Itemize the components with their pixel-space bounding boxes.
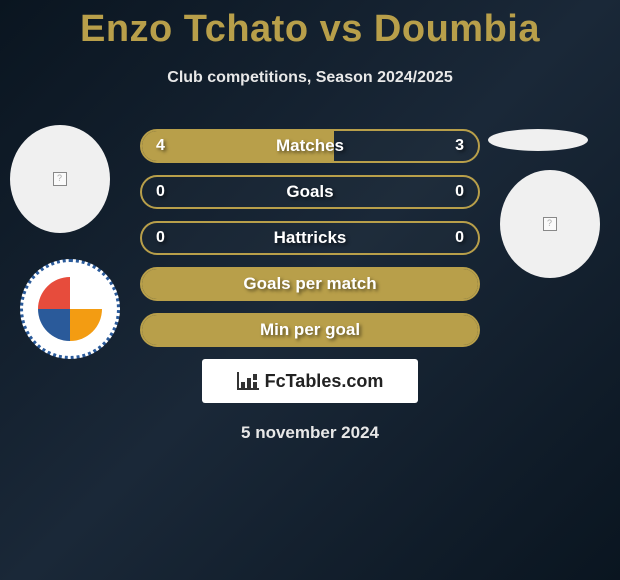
comparison-subtitle: Club competitions, Season 2024/2025 [0,69,620,87]
stats-bars: 4 Matches 3 0 Goals 0 0 Hattricks 0 Goal… [140,125,480,347]
source-logo: FcTables.com [202,359,418,403]
source-logo-text: FcTables.com [265,371,384,392]
image-placeholder-icon [53,172,67,186]
stat-bar-min-per-goal: Min per goal [140,313,480,347]
stat-value-right: 0 [455,183,464,201]
content-area: 4 Matches 3 0 Goals 0 0 Hattricks 0 Goal… [0,125,620,443]
stat-label: Hattricks [142,228,478,248]
stat-bar-goals: 0 Goals 0 [140,175,480,209]
stat-label: Goals [142,182,478,202]
stat-label: Min per goal [142,320,478,340]
stat-label: Matches [142,136,478,156]
player-right-avatar [500,170,600,278]
generated-date: 5 november 2024 [0,423,620,443]
stat-bar-hattricks: 0 Hattricks 0 [140,221,480,255]
player-right-avatar-shadow [488,129,588,151]
player-left-avatar [10,125,110,233]
club-badge-left [20,259,120,359]
image-placeholder-icon [543,217,557,231]
club-badge-inner [38,277,102,341]
chart-icon [237,372,259,390]
stat-label: Goals per match [142,274,478,294]
comparison-title: Enzo Tchato vs Doumbia [0,0,620,51]
stat-value-right: 3 [455,137,464,155]
stat-value-right: 0 [455,229,464,247]
stat-bar-goals-per-match: Goals per match [140,267,480,301]
stat-bar-matches: 4 Matches 3 [140,129,480,163]
